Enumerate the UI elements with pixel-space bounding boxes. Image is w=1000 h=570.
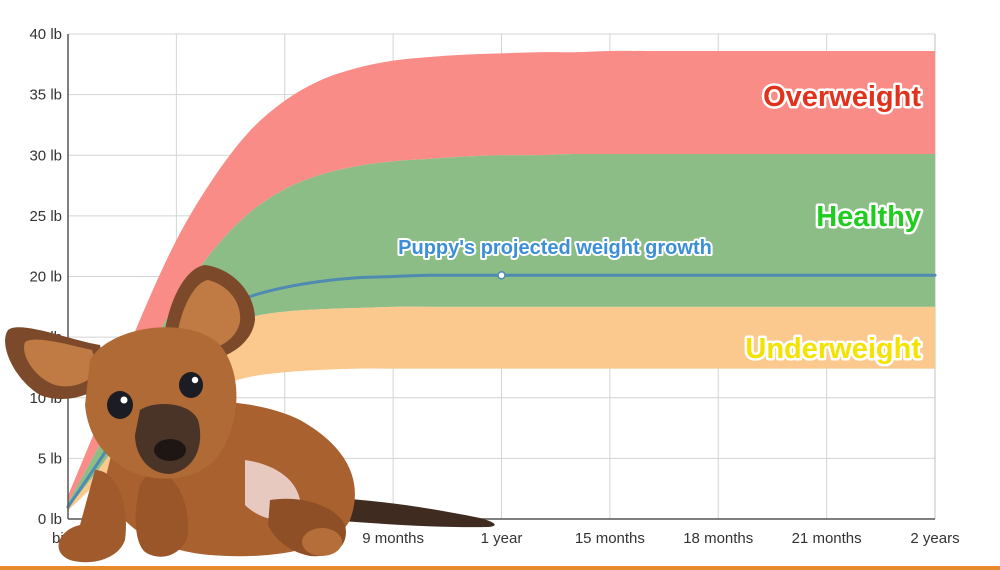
zone-band-underweight: [68, 306, 935, 511]
zone-band-healthy: [68, 153, 935, 509]
puppy-nose: [154, 439, 186, 461]
x-tick-label: 1 year: [481, 530, 523, 547]
series-label: Puppy's projected weight growth: [398, 237, 712, 259]
y-tick-label: 40 lb: [29, 26, 62, 43]
y-tick-label: 25 lb: [29, 208, 62, 225]
zone-label-overweight: Overweight: [763, 81, 921, 113]
series-point-marker: [497, 271, 506, 280]
x-tick-label: 21 months: [792, 530, 862, 547]
bottom-accent-rule: [0, 566, 1000, 570]
y-tick-label: 20 lb: [29, 269, 62, 286]
zone-label-healthy: Healthy: [816, 201, 921, 233]
puppy-eye-right-glint: [191, 376, 199, 384]
puppy-muzzle: [135, 404, 201, 474]
zone-band-overweight: [68, 50, 935, 504]
y-tick-label: 30 lb: [29, 147, 62, 164]
puppy-tail: [330, 498, 495, 528]
puppy-front-leg-left: [58, 470, 126, 563]
y-tick-label: 5 lb: [38, 450, 62, 467]
puppy-front-leg-right: [135, 470, 189, 557]
y-tick-label: 35 lb: [29, 87, 62, 104]
puppy-paw-back: [302, 528, 342, 556]
x-tick-label: 18 months: [683, 530, 753, 547]
puppy-photo: [5, 265, 495, 563]
x-tick-label: 15 months: [575, 530, 645, 547]
x-tick-label: 2 years: [910, 530, 959, 547]
zone-label-underweight: Underweight: [745, 333, 921, 365]
x-tick-label: 9 months: [362, 530, 424, 547]
y-tick-label: 0 lb: [38, 511, 62, 528]
puppy-eye-left: [107, 391, 133, 419]
chart-labels: Overweight Healthy Underweight Puppy's proj…: [396, 78, 924, 367]
weight-zones: [68, 50, 935, 511]
puppy-eye-right: [179, 372, 203, 398]
puppy-ear-left-inner: [24, 339, 98, 387]
puppy-eye-left-glint: [120, 396, 128, 404]
